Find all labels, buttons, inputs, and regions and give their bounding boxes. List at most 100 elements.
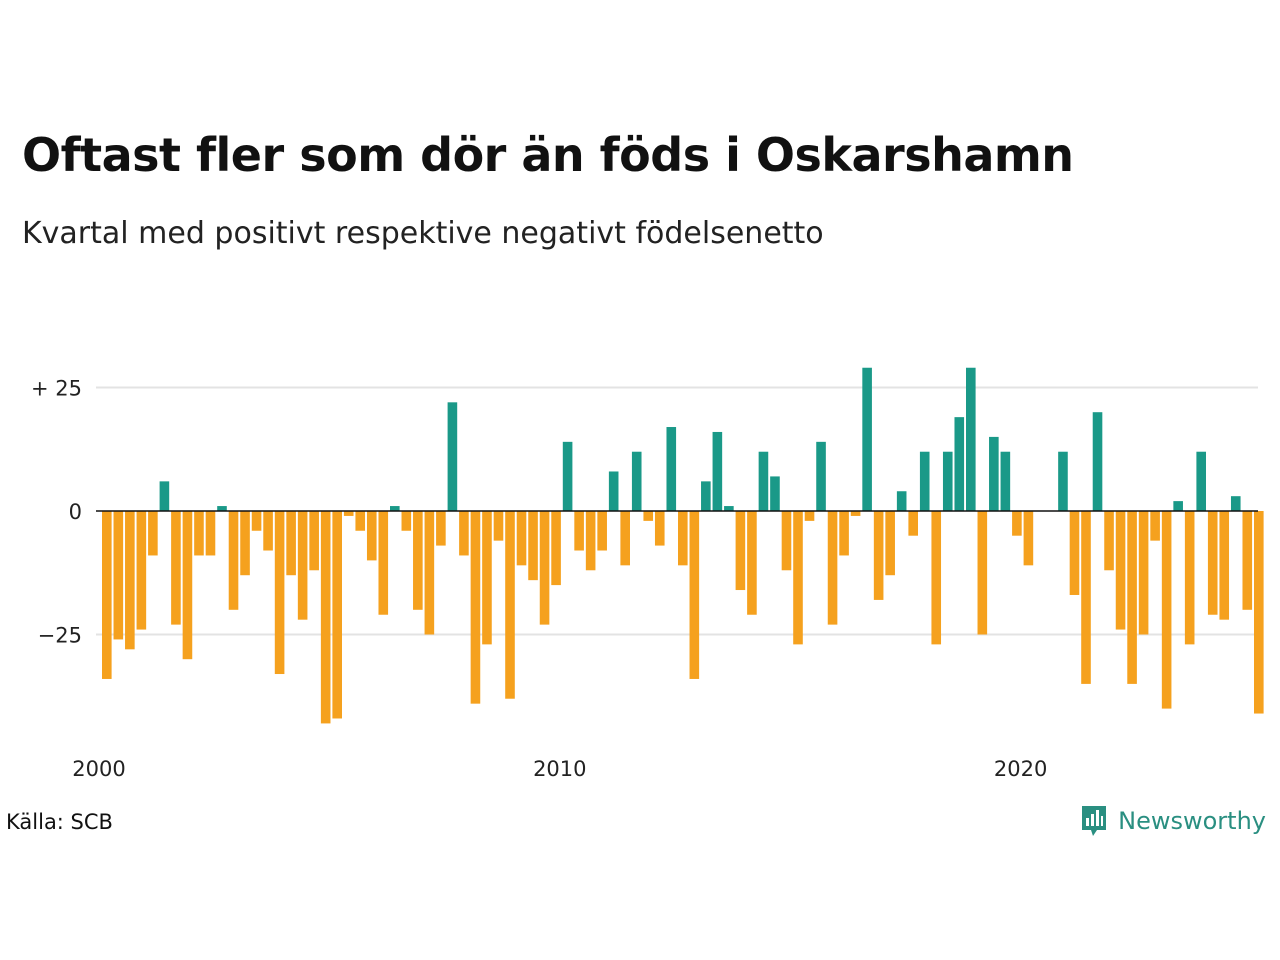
bar-negative (332, 511, 342, 719)
bar-negative (574, 511, 584, 551)
bar-negative (793, 511, 803, 645)
bar-positive (1230, 496, 1241, 511)
bar-negative (1219, 511, 1230, 620)
bar-negative (827, 511, 838, 625)
bar-negative (194, 511, 204, 556)
newsworthy-logo: Newsworthy (1080, 804, 1266, 838)
bar-negative (839, 511, 849, 556)
bar-negative (977, 511, 988, 635)
bar-negative (171, 511, 181, 625)
x-tick-label: 2020 (994, 757, 1047, 781)
bar-negative (1023, 511, 1034, 566)
bar-negative (505, 511, 515, 699)
bar-negative (459, 511, 469, 556)
chart-subtitle: Kvartal med positivt respektive negativt… (22, 216, 824, 251)
bar-negative (286, 511, 296, 576)
bar-negative (781, 511, 792, 571)
bar-negative (1161, 511, 1172, 709)
bar-negative (516, 511, 527, 566)
bar-positive (666, 427, 677, 511)
bar-positive (954, 417, 965, 511)
bar-positive (966, 367, 976, 511)
bar-negative (1138, 511, 1149, 635)
bar-negative (493, 511, 504, 541)
bar-negative (1104, 511, 1114, 571)
bar-negative (747, 511, 757, 615)
bar-positive (390, 506, 400, 511)
bar-positive (770, 476, 780, 511)
bar-positive (608, 471, 619, 511)
bar-negative (873, 511, 884, 600)
bar-negative (1127, 511, 1137, 684)
bar-negative (1115, 511, 1126, 630)
bar-negative (678, 511, 688, 566)
bar-negative (1242, 511, 1253, 610)
bar-negative (908, 511, 918, 536)
bar-negative (735, 511, 746, 591)
bar-positive (1058, 451, 1068, 511)
bar-negative (931, 511, 942, 645)
bar-positive (724, 506, 734, 511)
bar-negative (102, 511, 112, 679)
y-tick-label: −25 (38, 624, 82, 648)
bar-negative (263, 511, 273, 551)
bar-negative (228, 511, 239, 610)
bar-negative (240, 511, 250, 576)
bar-positive (896, 491, 907, 511)
bar-negative (274, 511, 285, 675)
logo-text: Newsworthy (1118, 807, 1266, 835)
bar-negative (401, 511, 412, 531)
grid-lines (96, 386, 1258, 636)
axis-labels: + 25 0 −25 2000 2010 2020 (31, 377, 1047, 782)
x-tick-label: 2010 (533, 757, 586, 781)
bar-negative (850, 511, 861, 516)
bar-positive (1173, 501, 1183, 511)
y-tick-label: 0 (69, 500, 82, 524)
bar-negative (654, 511, 665, 546)
bar-chart: + 25 0 −25 2000 2010 2020 (31, 367, 1264, 782)
bar-positive (701, 481, 711, 511)
bar-negative (643, 511, 654, 521)
bar-negative (113, 511, 124, 640)
bar-positive (919, 451, 930, 511)
bar-negative (424, 511, 435, 635)
chart-title: Oftast fler som dör än föds i Oskarshamn (22, 128, 1074, 182)
bar-positive (1092, 412, 1103, 511)
bar-negative (1254, 511, 1264, 714)
bar-negative (689, 511, 700, 679)
bar-positive (447, 402, 458, 511)
bar-negative (355, 511, 366, 531)
bar-negative (251, 511, 262, 531)
bar-positive (217, 506, 227, 511)
bar-negative (885, 511, 895, 576)
newsworthy-chart-icon (1082, 806, 1107, 836)
bar-positive (631, 451, 642, 511)
bar-negative (1207, 511, 1218, 615)
bar-negative (148, 511, 158, 556)
bar-negative (528, 511, 538, 581)
bar-negative (551, 511, 561, 586)
bar-positive (942, 451, 953, 511)
bar-negative (1081, 511, 1091, 684)
bar-negative (585, 511, 596, 571)
bar-negative (309, 511, 319, 571)
bar-positive (989, 436, 999, 511)
bar-positive (562, 441, 573, 511)
bar-negative (320, 511, 331, 724)
bar-negative (413, 511, 423, 610)
bar-negative (482, 511, 492, 645)
x-tick-label: 2000 (72, 757, 125, 781)
bar-positive (712, 431, 723, 511)
bar-positive (816, 441, 826, 511)
bar-negative (1012, 511, 1022, 536)
bar-negative (378, 511, 389, 615)
bar-negative (1150, 511, 1160, 541)
bar-negative (366, 511, 377, 561)
bar-negative (804, 511, 815, 521)
bar-negative (205, 511, 216, 556)
bar-negative (297, 511, 308, 620)
bar-negative (470, 511, 481, 704)
bar-positive (862, 367, 872, 511)
bar-negative (436, 511, 446, 546)
bar-positive (1196, 451, 1206, 511)
